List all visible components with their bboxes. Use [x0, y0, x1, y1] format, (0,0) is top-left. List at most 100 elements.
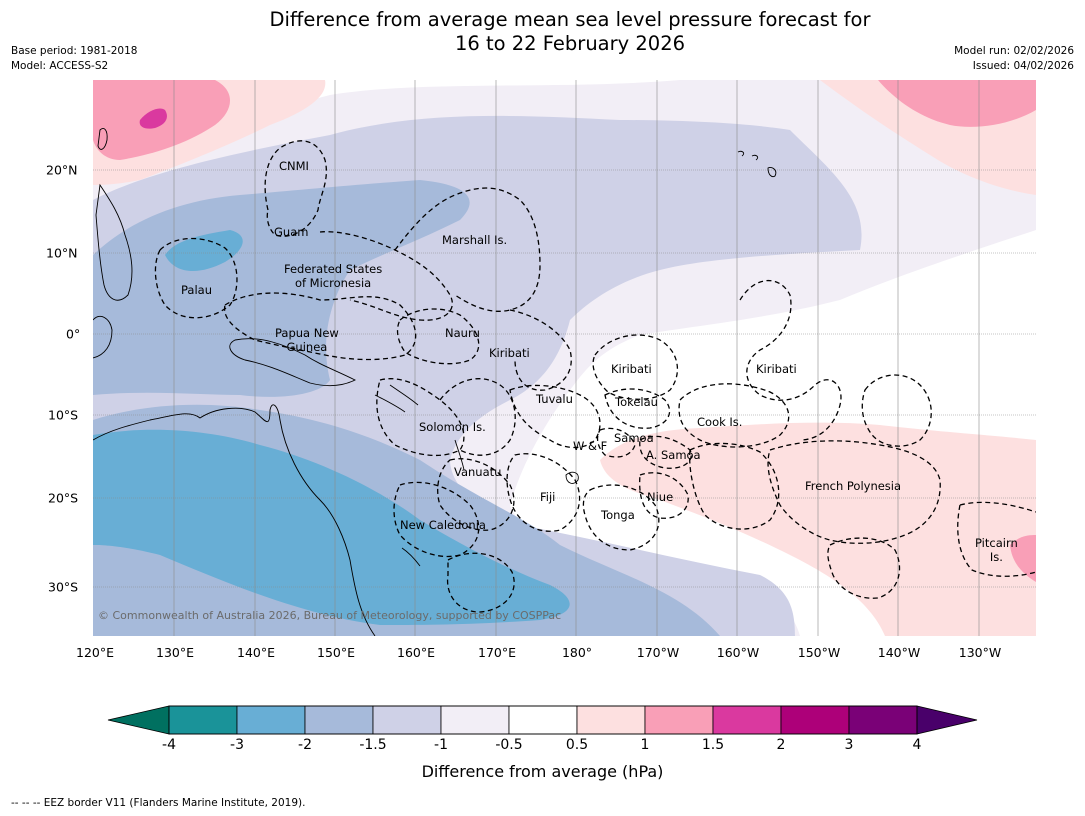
- lon-label-160e: 160°E: [396, 645, 436, 660]
- colorbar-segment-2: [236, 705, 306, 735]
- colorbar-tick-10: 2: [776, 737, 786, 753]
- lon-label-140e: 140°E: [236, 645, 276, 660]
- lat-label-10n: 10°N: [46, 245, 78, 261]
- model-run: Model run: 02/02/2026: [954, 45, 1074, 57]
- colorbar-over-arrow: [916, 705, 978, 735]
- label-palau: Palau: [181, 283, 212, 297]
- contour-minus-2-south: [93, 429, 570, 625]
- colorbar-segment-3: [304, 705, 374, 735]
- label-marshall-islands: Marshall Is.: [442, 233, 508, 247]
- copyright-notice: © Commonwealth of Australia 2026, Bureau…: [98, 609, 562, 622]
- contour-plus-1-southeast: [1010, 535, 1036, 582]
- colorbar-segment-1: [168, 705, 238, 735]
- label-french-polynesia: French Polynesia: [805, 479, 902, 493]
- label-tokelau: Tokelau: [615, 395, 658, 409]
- label-micronesia-line2: of Micronesia: [294, 276, 372, 290]
- taiwan-coast: [97, 128, 108, 150]
- colorbar-segment-10: [780, 705, 850, 735]
- colorbar-tick-4: -1.5: [359, 737, 387, 753]
- lat-label-20n: 20°N: [46, 162, 78, 178]
- label-kiribati-central: Kiribati: [611, 362, 652, 376]
- colorbar-tick-7: 0.5: [565, 737, 589, 753]
- base-period: Base period: 1981-2018: [11, 45, 138, 57]
- lon-label-120e: 120°E: [75, 645, 115, 660]
- label-new-caledonia: New Caledonia: [400, 518, 486, 532]
- label-american-samoa: A. Samoa: [646, 448, 701, 462]
- lon-label-160w: 160°W: [716, 645, 760, 660]
- lon-label-170w: 170°W: [636, 645, 680, 660]
- colorbar-tick-6: -0.5: [495, 737, 523, 753]
- label-solomon-islands: Solomon Is.: [419, 420, 486, 434]
- colorbar-tick-2: -3: [230, 737, 244, 753]
- colorbar-segment-6: [508, 705, 578, 735]
- colorbar-title: Difference from average (hPa): [421, 762, 664, 781]
- meta-right: Model run: 02/02/2026 Issued: 04/02/2026: [954, 44, 1074, 74]
- new-caledonia-coast: [401, 547, 421, 567]
- label-cook-islands: Cook Is.: [697, 415, 743, 429]
- eez-borders: [154, 140, 1036, 613]
- lon-label-150e: 150°E: [316, 645, 356, 660]
- colorbar-tick-11: 3: [844, 737, 854, 753]
- colorbar-segment-5: [440, 705, 510, 735]
- graticule: [93, 80, 1036, 636]
- label-kiribati-west: Kiribati: [489, 346, 530, 360]
- contour-plus-1-northeast: [878, 80, 1036, 127]
- lon-label-170e: 170°E: [477, 645, 517, 660]
- meta-left: Base period: 1981-2018 Model: ACCESS-S2: [11, 44, 137, 74]
- philippines-coast: [95, 183, 133, 301]
- model-name: Model: ACCESS-S2: [11, 60, 109, 72]
- label-micronesia: Federated States of Micronesia: [284, 262, 382, 290]
- label-cnmi: CNMI: [279, 159, 309, 173]
- map-fields: [93, 80, 1036, 636]
- label-tuvalu: Tuvalu: [536, 392, 573, 406]
- colorbar-segment-7: [576, 705, 646, 735]
- label-papua-new-guinea: Papua New Guinea: [275, 326, 339, 354]
- fiji-coast: [565, 471, 579, 484]
- lon-label-150w: 150°W: [797, 645, 841, 660]
- colorbar-tick-5: -1: [434, 737, 448, 753]
- label-micronesia-line1: Federated States: [284, 262, 383, 276]
- colorbar-outline: [168, 705, 918, 735]
- issued-date: Issued: 04/02/2026: [972, 60, 1074, 72]
- coastlines: [93, 128, 777, 636]
- colorbar-segment-11: [848, 705, 918, 735]
- colorbar-tick-3: -2: [298, 737, 312, 753]
- lon-label-130w: 130°W: [958, 645, 1002, 660]
- lon-label-180: 180°: [561, 645, 593, 660]
- lat-label-20s: 20°S: [48, 490, 79, 506]
- colorbar-segment-9: [712, 705, 782, 735]
- contour-minus-2: [165, 230, 243, 272]
- colorbar-under-arrow: [107, 705, 170, 735]
- label-pitcairn-line1: Pitcairn: [975, 536, 1018, 550]
- colorbar-tick-1: -4: [162, 737, 176, 753]
- label-niue: Niue: [647, 490, 674, 504]
- new-guinea-coast: [229, 338, 357, 387]
- lon-label-130e: 130°E: [155, 645, 195, 660]
- label-vanuatu: Vanuatu: [454, 465, 502, 479]
- colorbar-segment-8: [644, 705, 714, 735]
- colorbar-tick-12: 4: [912, 737, 922, 753]
- label-wallis-futuna: W & F: [573, 439, 608, 453]
- colorbar-tick-8: 1: [640, 737, 650, 753]
- label-png-line2: Guinea: [286, 340, 328, 354]
- borneo-coast: [93, 316, 113, 359]
- contour-plus-1_5-northwest: [139, 108, 167, 129]
- label-fiji: Fiji: [540, 490, 556, 504]
- label-guam: Guam: [274, 225, 309, 239]
- solomon-coast: [374, 384, 419, 413]
- lat-label-30s: 30°S: [48, 579, 79, 595]
- hawaii-coast: [737, 150, 777, 178]
- lat-label-0: 0°: [66, 326, 81, 342]
- label-png-line1: Papua New: [275, 326, 339, 340]
- title-line-1: Difference from average mean sea level p…: [269, 8, 871, 31]
- label-tonga: Tonga: [601, 508, 635, 522]
- label-samoa: Samoa: [614, 431, 654, 445]
- label-nauru: Nauru: [445, 326, 480, 340]
- eez-footnote: -- -- -- EEZ border V11 (Flanders Marine…: [11, 797, 306, 809]
- label-kiribati-east: Kiribati: [756, 362, 797, 376]
- contour-minus-1_5: [93, 180, 470, 397]
- colorbar-tick-9: 1.5: [701, 737, 725, 753]
- vanuatu-coast: [454, 439, 465, 471]
